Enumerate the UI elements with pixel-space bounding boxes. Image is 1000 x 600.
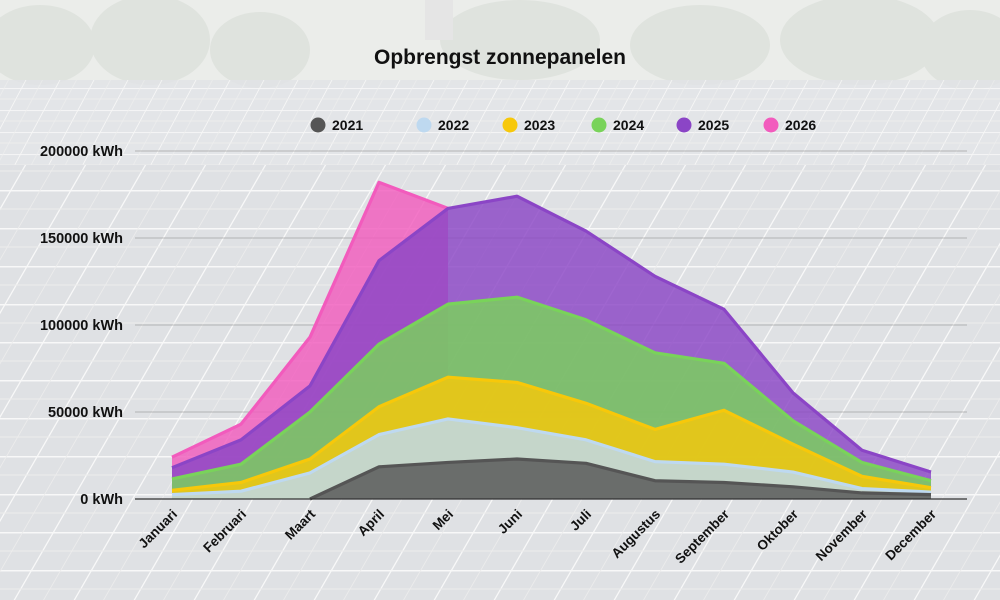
y-tick-label: 0 kWh xyxy=(80,492,123,508)
legend-item-2023: 2023 xyxy=(502,117,555,133)
line-2026 xyxy=(171,180,449,459)
x-axis-ticks: Januari Februari Maart April Mei Juni Juli Augu… xyxy=(136,506,940,566)
chart-title: Opbrengst zonnepanelen xyxy=(374,46,626,69)
x-tick-label: April xyxy=(355,507,387,539)
legend-item-2024: 2024 xyxy=(591,117,644,133)
x-tick-label: Oktober xyxy=(754,506,802,554)
legend-swatch xyxy=(416,117,432,133)
line-2021 xyxy=(309,457,932,501)
y-tick-label: 50000 kWh xyxy=(48,405,123,421)
x-tick-label: Mei xyxy=(430,507,457,534)
legend-label: 2024 xyxy=(613,117,644,133)
y-tick-label: 200000 kWh xyxy=(40,144,123,160)
legend-label: 2025 xyxy=(698,117,729,133)
legend-label: 2022 xyxy=(438,117,469,133)
x-tick-label: Juni xyxy=(495,507,525,537)
legend-item-2025: 2025 xyxy=(676,117,729,133)
x-tick-label: Augustus xyxy=(608,507,663,562)
line-2022 xyxy=(171,417,932,497)
x-tick-label: Januari xyxy=(136,507,181,552)
y-tick-label: 100000 kWh xyxy=(40,318,123,334)
legend-swatch xyxy=(676,117,692,133)
legend-item-2026: 2026 xyxy=(763,117,816,133)
legend-swatch xyxy=(763,117,779,133)
y-axis-ticks: 0 kWh 50000 kWh 100000 kWh 150000 kWh 200000… xyxy=(40,144,123,508)
legend: 2021 2022 2023 2024 2025 2026 xyxy=(310,117,816,133)
x-tick-label: November xyxy=(813,506,871,564)
x-tick-label: Juli xyxy=(567,507,594,534)
legend-swatch xyxy=(502,117,518,133)
y-tick-label: 150000 kWh xyxy=(40,231,123,247)
legend-label: 2021 xyxy=(332,117,363,133)
legend-swatch xyxy=(591,117,607,133)
x-tick-label: Maart xyxy=(282,506,318,542)
legend-item-2022: 2022 xyxy=(416,117,469,133)
area-2021 xyxy=(310,458,931,499)
legend-swatch xyxy=(310,117,326,133)
line-2025 xyxy=(171,194,932,474)
area-series xyxy=(171,180,932,501)
legend-label: 2023 xyxy=(524,117,555,133)
x-tick-label: December xyxy=(882,506,939,563)
line-2023 xyxy=(171,375,932,492)
legend-label: 2026 xyxy=(785,117,816,133)
x-tick-label: September xyxy=(672,506,732,566)
legend-item-2021: 2021 xyxy=(310,117,363,133)
x-tick-label: Februari xyxy=(200,507,249,556)
line-2024 xyxy=(171,295,932,483)
